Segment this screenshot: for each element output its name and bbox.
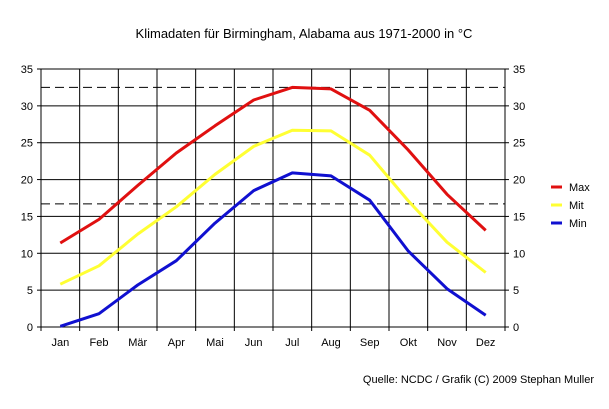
y-tick-label-right: 15 [513, 211, 525, 223]
series-line-min [59, 171, 487, 328]
y-tick-label-right: 35 [513, 64, 525, 76]
x-tick-label: Jan [51, 337, 69, 349]
series-line-mit [59, 128, 487, 286]
grid-layer [41, 69, 505, 327]
y-tick-label-left: 20 [21, 175, 33, 187]
y-tick-label-left: 30 [21, 101, 33, 113]
chart-title: Klimadaten für Birmingham, Alabama aus 1… [136, 26, 473, 41]
x-tick-label: Nov [437, 337, 457, 349]
legend-label-min: Min [569, 218, 587, 230]
x-tick-label: Mai [206, 337, 224, 349]
y-tick-label-left: 0 [27, 322, 33, 334]
y-tick-label-right: 20 [513, 175, 525, 187]
y-tick-label-left: 5 [27, 285, 33, 297]
y-tick-label-right: 10 [513, 248, 525, 260]
y-tick-label-left: 10 [21, 248, 33, 260]
series-layer [59, 85, 487, 328]
y-tick-label-left: 35 [21, 64, 33, 76]
legend-label-mit: Mit [569, 200, 584, 212]
x-tick-label: Sep [360, 337, 380, 349]
x-tick-label: Jun [245, 337, 263, 349]
x-tick-label: Jul [285, 337, 299, 349]
series-line-max [59, 85, 487, 245]
y-axis-right: 0 5 10 15 20 25 30 35 [505, 64, 525, 334]
x-axis: Jan Feb Mär Apr Mai Jun Jul Aug Sep Okt Nov Dez [40, 327, 506, 349]
x-tick-label: Mär [128, 337, 147, 349]
y-tick-label-left: 15 [21, 211, 33, 223]
source-credit: Quelle: NCDC / Grafik (C) 2009 Stephan M… [363, 374, 594, 386]
x-tick-label: Okt [400, 337, 417, 349]
y-tick-label-right: 0 [513, 322, 519, 334]
y-tick-label-right: 30 [513, 101, 525, 113]
x-tick-label: Apr [168, 337, 185, 349]
x-tick-label: Aug [321, 337, 341, 349]
y-tick-label-left: 25 [21, 138, 33, 150]
y-tick-label-right: 25 [513, 138, 525, 150]
x-tick-label: Dez [476, 337, 496, 349]
y-tick-label-right: 5 [513, 285, 519, 297]
legend-label-max: Max [569, 182, 590, 194]
x-tick-label: Feb [90, 337, 109, 349]
y-axis-left: 0 5 10 15 20 25 30 35 [21, 64, 41, 334]
legend: Max Mit Min [551, 182, 590, 230]
